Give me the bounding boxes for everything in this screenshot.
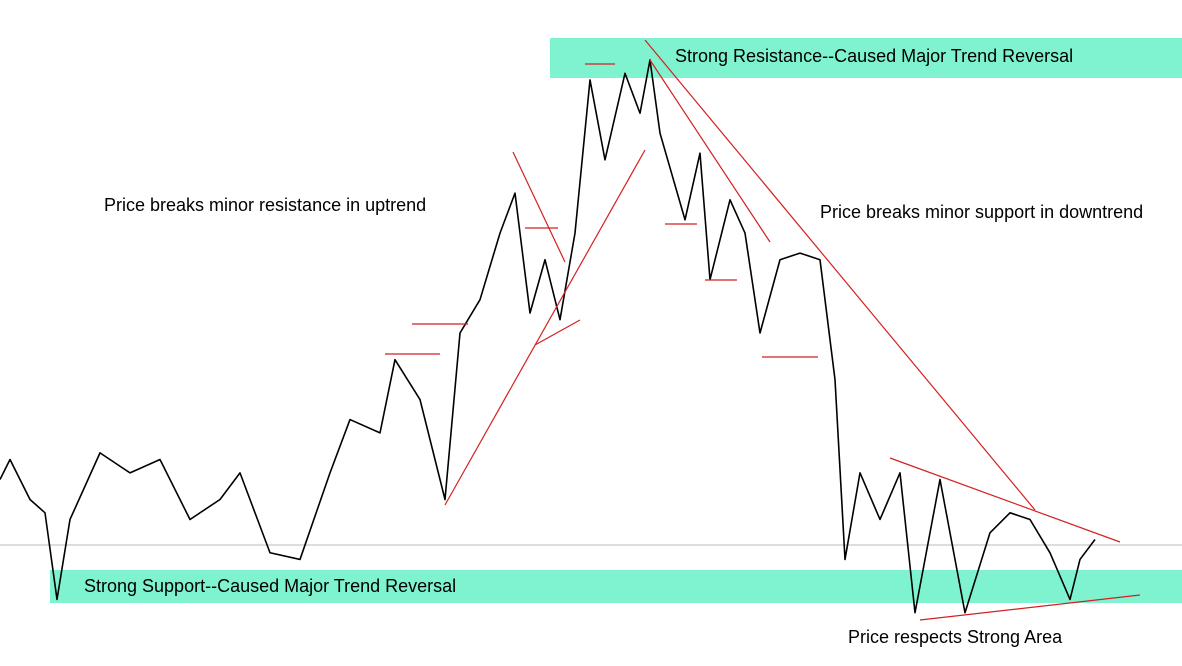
annotation: Price breaks minor support in downtrend (820, 202, 1143, 222)
support-zone (50, 570, 1182, 603)
trend-line (919, 594, 1141, 621)
trend-line (512, 151, 566, 263)
trend-lines (385, 39, 1141, 621)
trend-line (644, 39, 1036, 511)
annotation: Strong Resistance--Caused Major Trend Re… (675, 46, 1073, 66)
price-layer (0, 59, 1096, 614)
annotation: Price respects Strong Area (848, 627, 1063, 647)
price-line (0, 59, 1096, 614)
trend-line (889, 457, 1121, 543)
annotation: Price breaks minor resistance in uptrend (104, 195, 426, 215)
trend-line (534, 319, 581, 346)
trend-line (649, 59, 771, 243)
resistance-zone (550, 38, 1182, 78)
trend-line (444, 149, 646, 506)
annotation: Strong Support--Caused Major Trend Rever… (84, 576, 456, 596)
